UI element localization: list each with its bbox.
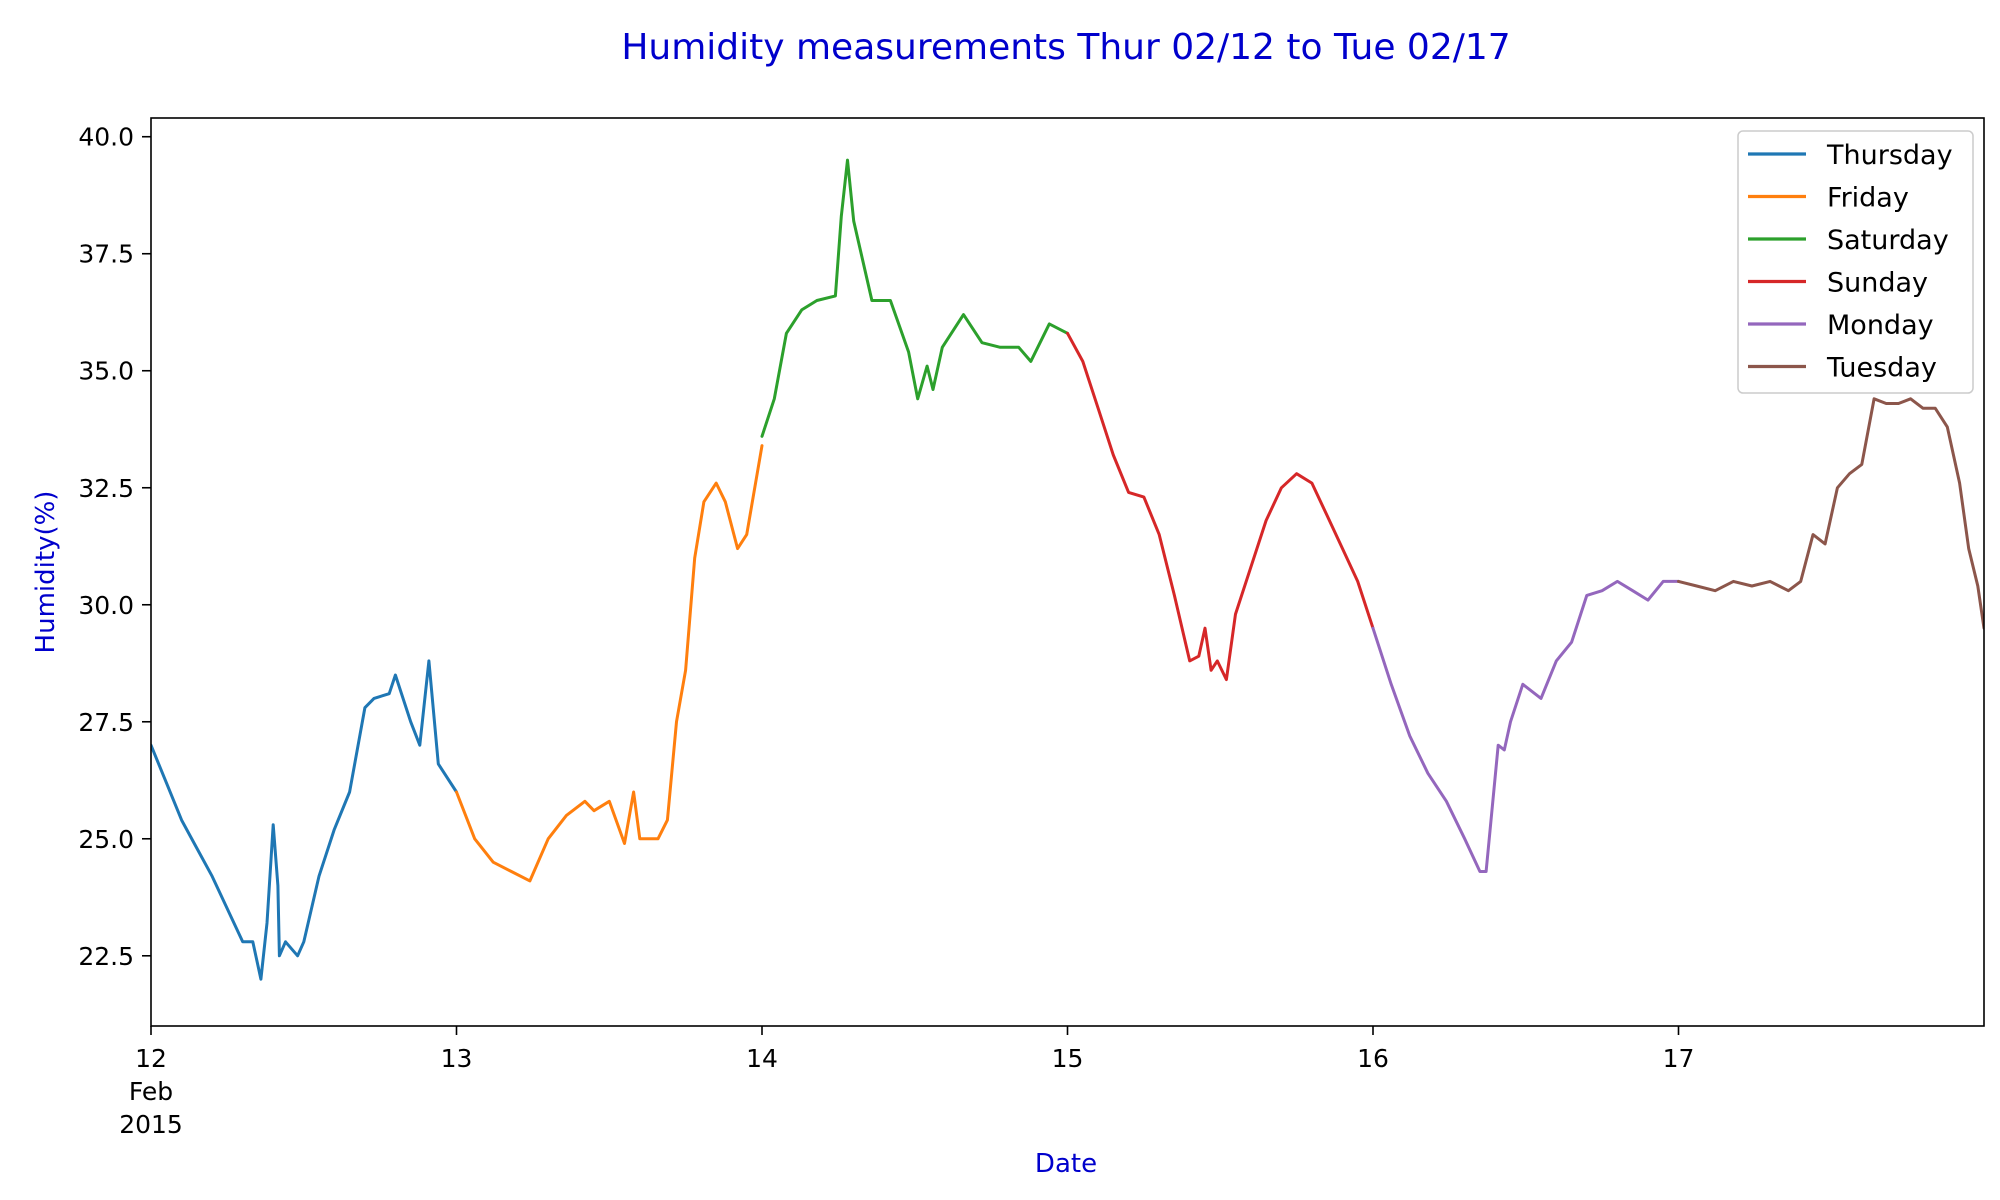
x-axis-label: Date	[1035, 1149, 1097, 1179]
y-tick-label: 27.5	[78, 708, 134, 737]
y-axis-label: Humidity(%)	[31, 491, 61, 654]
legend-label: Tuesday	[1826, 353, 1937, 384]
y-tick-label: 32.5	[78, 474, 134, 503]
x-tick-label: 15	[1052, 1044, 1084, 1073]
y-tick-label: 40.0	[78, 123, 134, 152]
legend-item-thursday: Thursday	[1748, 140, 1953, 171]
legend-item-saturday: Saturday	[1748, 225, 1949, 256]
legend-item-tuesday: Tuesday	[1748, 353, 1937, 384]
series-line-thursday	[151, 659, 458, 981]
series-line-sunday	[1066, 331, 1375, 682]
legend-item-sunday: Sunday	[1748, 268, 1928, 299]
legend-label: Monday	[1827, 310, 1934, 341]
legend-label: Sunday	[1827, 268, 1928, 299]
legend-item-friday: Friday	[1748, 183, 1909, 214]
x-tick-label: 16	[1357, 1044, 1389, 1073]
legend-label: Saturday	[1827, 225, 1949, 256]
x-axis: 12 Feb 2015 13 14 15 16 17	[119, 1026, 1694, 1139]
series-line-friday	[455, 444, 764, 883]
series-line-monday	[1371, 579, 1680, 873]
x-tick-label: 14	[746, 1044, 778, 1073]
legend-label: Thursday	[1826, 140, 1953, 171]
x-tick-label: 17	[1663, 1044, 1695, 1073]
y-tick-label: 37.5	[78, 240, 134, 269]
x-tick-label: 12 Feb 2015	[119, 1044, 183, 1139]
y-tick-label: 25.0	[78, 825, 134, 854]
plot-area	[150, 117, 1985, 1027]
x-tick-label: 13	[441, 1044, 473, 1073]
legend: Thursday Friday Saturday Sunday Monday Tuesda…	[1737, 130, 1974, 394]
plot-frame	[150, 117, 1985, 1027]
y-tick-label: 22.5	[78, 942, 134, 971]
series-line-tuesday	[1677, 397, 1984, 630]
legend-item-monday: Monday	[1748, 310, 1934, 341]
y-axis: 22.5 25.0 27.5 30.0 32.5 35.0 37.5 40.0	[78, 123, 151, 971]
chart-title: Humidity measurements Thur 02/12 to Tue …	[621, 27, 1510, 68]
series-line-saturday	[760, 158, 1069, 438]
legend-label: Friday	[1827, 183, 1909, 214]
y-tick-label: 30.0	[78, 591, 134, 620]
y-tick-label: 35.0	[78, 357, 134, 386]
